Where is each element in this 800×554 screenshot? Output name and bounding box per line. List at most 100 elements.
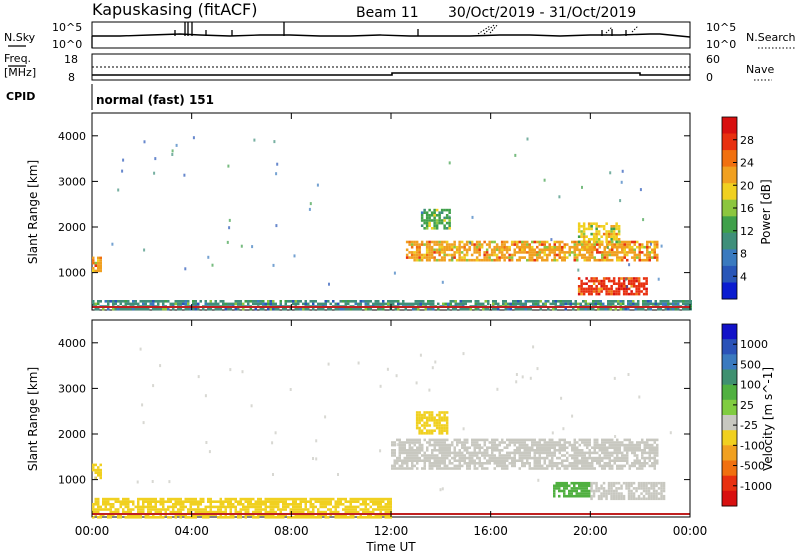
- heatmap-cell: [558, 243, 561, 246]
- heatmap-cell: [410, 253, 414, 257]
- heatmap-cell: [354, 508, 357, 511]
- heatmap-cell: [414, 307, 417, 311]
- heatmap-cell: [574, 302, 577, 306]
- heatmap-cell: [616, 441, 619, 444]
- heatmap-cell: [227, 505, 230, 509]
- heatmap-cell: [438, 411, 441, 414]
- heatmap-cell: [109, 300, 112, 303]
- heatmap-cell: [177, 302, 180, 306]
- heatmap-cell: [623, 443, 626, 447]
- heatmap-cell: [611, 245, 614, 249]
- heatmap-cell: [423, 253, 426, 257]
- heatmap-cell: [468, 258, 471, 262]
- heatmap-cell: [643, 462, 646, 465]
- heatmap-cell: [408, 449, 411, 452]
- heatmap-cell: [622, 292, 626, 296]
- heatmap-cell: [585, 282, 588, 285]
- heatmap-cell: [546, 443, 549, 447]
- heatmap-cell: [563, 441, 566, 444]
- heatmap-cell: [621, 248, 624, 252]
- heatmap-cell: [445, 248, 449, 252]
- heatmap-cell: [611, 451, 614, 455]
- heatmap-cell: [458, 253, 461, 257]
- heatmap-cell: [597, 487, 601, 490]
- heatmap-cell: [592, 240, 596, 244]
- heatmap-cell: [556, 441, 559, 444]
- scatter-echo: [411, 441, 414, 445]
- heatmap-cell: [572, 307, 575, 311]
- heatmap-cell: [508, 454, 511, 457]
- heatmap-cell: [620, 494, 623, 498]
- heatmap-cell: [596, 459, 599, 462]
- heatmap-cell: [490, 251, 494, 254]
- heatmap-cell: [282, 503, 285, 506]
- heatmap-cell: [162, 307, 165, 311]
- heatmap-cell: [436, 443, 439, 447]
- heatmap-cell: [610, 489, 613, 493]
- heatmap-cell: [172, 307, 175, 311]
- heatmap-cell: [627, 492, 631, 495]
- heatmap-cell: [119, 300, 122, 303]
- heatmap-cell: [494, 300, 497, 303]
- heatmap-cell: [415, 413, 419, 417]
- heatmap-cell: [548, 251, 551, 254]
- heatmap-cell: [506, 438, 509, 442]
- scatter-echo: [275, 224, 278, 228]
- heatmap-cell: [570, 487, 573, 490]
- heatmap-cell: [493, 258, 496, 262]
- heatmap-cell: [443, 459, 446, 462]
- heatmap-cell: [595, 285, 598, 288]
- heatmap-cell: [631, 462, 634, 465]
- heatmap-cell: [600, 285, 603, 288]
- heatmap-cell: [640, 497, 643, 501]
- heatmap-cell: [637, 481, 641, 485]
- heatmap-cell: [623, 438, 626, 442]
- heatmap-cell: [533, 248, 536, 252]
- heatmap-cell: [592, 300, 595, 303]
- heatmap-cell: [438, 424, 441, 427]
- heatmap-cell: [620, 487, 623, 490]
- heatmap-cell: [629, 300, 632, 303]
- scatter-echo: [228, 218, 231, 222]
- heatmap-cell: [423, 243, 426, 246]
- scatter-echo: [227, 164, 230, 168]
- heatmap-cell: [458, 454, 461, 457]
- heatmap-cell: [92, 259, 95, 262]
- heatmap-cell: [522, 307, 525, 311]
- scatter-echo: [526, 137, 529, 141]
- heatmap-cell: [581, 243, 584, 246]
- heatmap-cell: [500, 243, 504, 246]
- heatmap-cell: [478, 240, 481, 244]
- heatmap-cell: [677, 302, 680, 306]
- scatter-echo: [357, 361, 360, 365]
- heatmap-cell: [398, 467, 401, 470]
- heatmap-cell: [214, 302, 217, 306]
- heatmap-cell: [415, 258, 419, 262]
- heatmap-cell: [324, 300, 327, 303]
- heatmap-cell: [184, 307, 187, 311]
- heatmap-cell: [389, 302, 392, 306]
- heatmap-cell: [605, 494, 608, 498]
- heatmap-cell: [605, 285, 608, 288]
- heatmap-cell: [633, 251, 636, 254]
- heatmap-cell: [521, 251, 524, 254]
- heatmap-cell: [496, 456, 499, 460]
- heatmap-cell: [262, 300, 265, 303]
- heatmap-cell: [408, 438, 411, 442]
- heatmap-cell: [279, 510, 282, 514]
- heatmap-cell: [503, 456, 506, 460]
- heatmap-cell: [603, 464, 606, 468]
- heatmap-cell: [496, 464, 499, 468]
- heatmap-cell: [677, 307, 680, 311]
- heatmap-cell: [391, 451, 394, 455]
- heatmap-cell: [124, 307, 127, 311]
- heatmap-cell: [461, 454, 464, 457]
- heatmap-cell: [259, 508, 262, 511]
- heatmap-cell: [425, 248, 429, 252]
- heatmap-cell: [573, 462, 576, 465]
- heatmap-cell: [630, 279, 633, 283]
- heatmap-cell: [616, 253, 619, 257]
- heatmap-cell: [643, 449, 646, 452]
- heatmap-cell: [577, 240, 581, 244]
- heatmap-cell: [415, 424, 419, 427]
